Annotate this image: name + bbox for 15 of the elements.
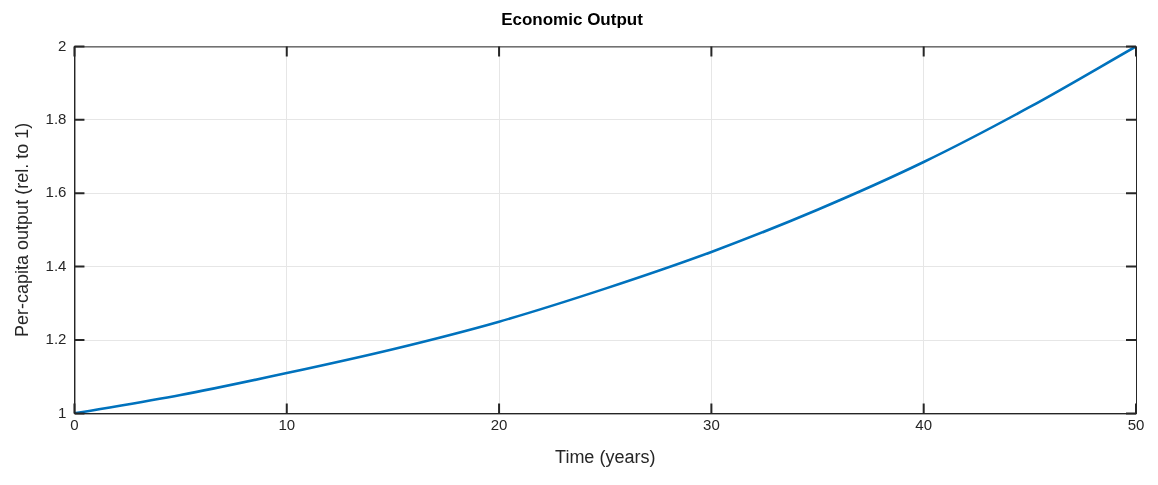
y-axis-title: Per-capita output (rel. to 1): [11, 122, 32, 337]
y-tick-label: 1: [58, 403, 67, 421]
x-tick-label: 50: [1127, 415, 1145, 433]
x-tick-label: 20: [490, 415, 508, 433]
y-tick-label: 1.8: [45, 109, 67, 127]
x-axis-title: Time (years): [555, 447, 656, 468]
y-tick-label: 2: [58, 36, 67, 54]
chart-title: Economic Output: [501, 9, 644, 29]
x-tick-label: 10: [278, 415, 296, 433]
y-tick-label: 1.2: [45, 330, 67, 348]
y-tick-label: 1.6: [45, 183, 67, 201]
x-tick-label: 30: [703, 415, 720, 433]
x-tick-label: 0: [70, 415, 79, 433]
x-tick-label: 40: [915, 415, 933, 433]
y-tick-label: 1.4: [45, 256, 67, 274]
